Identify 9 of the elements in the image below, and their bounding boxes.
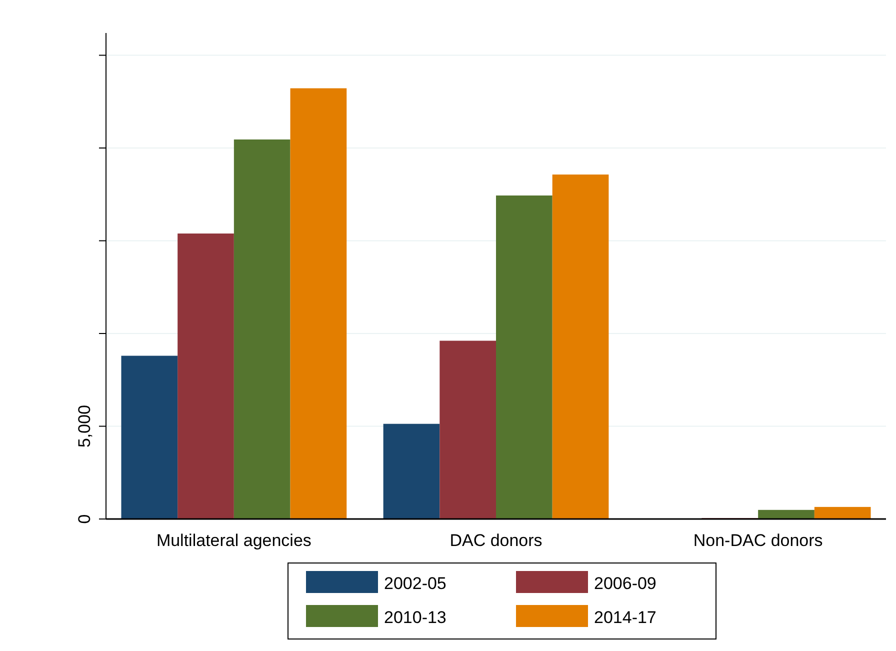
- legend-label: 2006-09: [594, 574, 656, 593]
- legend-label: 2014-17: [594, 608, 656, 627]
- y-tick-label: 0: [75, 514, 94, 524]
- x-tick-label: Multilateral agencies: [156, 530, 312, 550]
- x-tick-label: DAC donors: [450, 530, 542, 550]
- legend-label: 2002-05: [384, 574, 446, 593]
- legend-label: 2010-13: [384, 608, 446, 627]
- x-tick-label: Non-DAC donors: [693, 530, 823, 550]
- y-tick-label: 5,000: [75, 404, 94, 448]
